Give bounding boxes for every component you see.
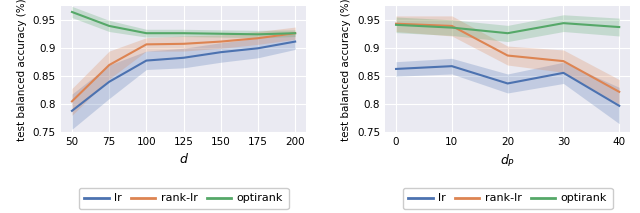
Legend: lr, rank-lr, optirank: lr, rank-lr, optirank [79,188,289,209]
Y-axis label: test balanced accuracy (%): test balanced accuracy (%) [17,0,28,141]
X-axis label: $d$: $d$ [179,153,189,167]
X-axis label: $d_P$: $d_P$ [500,153,515,168]
Legend: lr, rank-lr, optirank: lr, rank-lr, optirank [403,188,612,209]
Y-axis label: test balanced accuracy (%): test balanced accuracy (%) [341,0,351,141]
